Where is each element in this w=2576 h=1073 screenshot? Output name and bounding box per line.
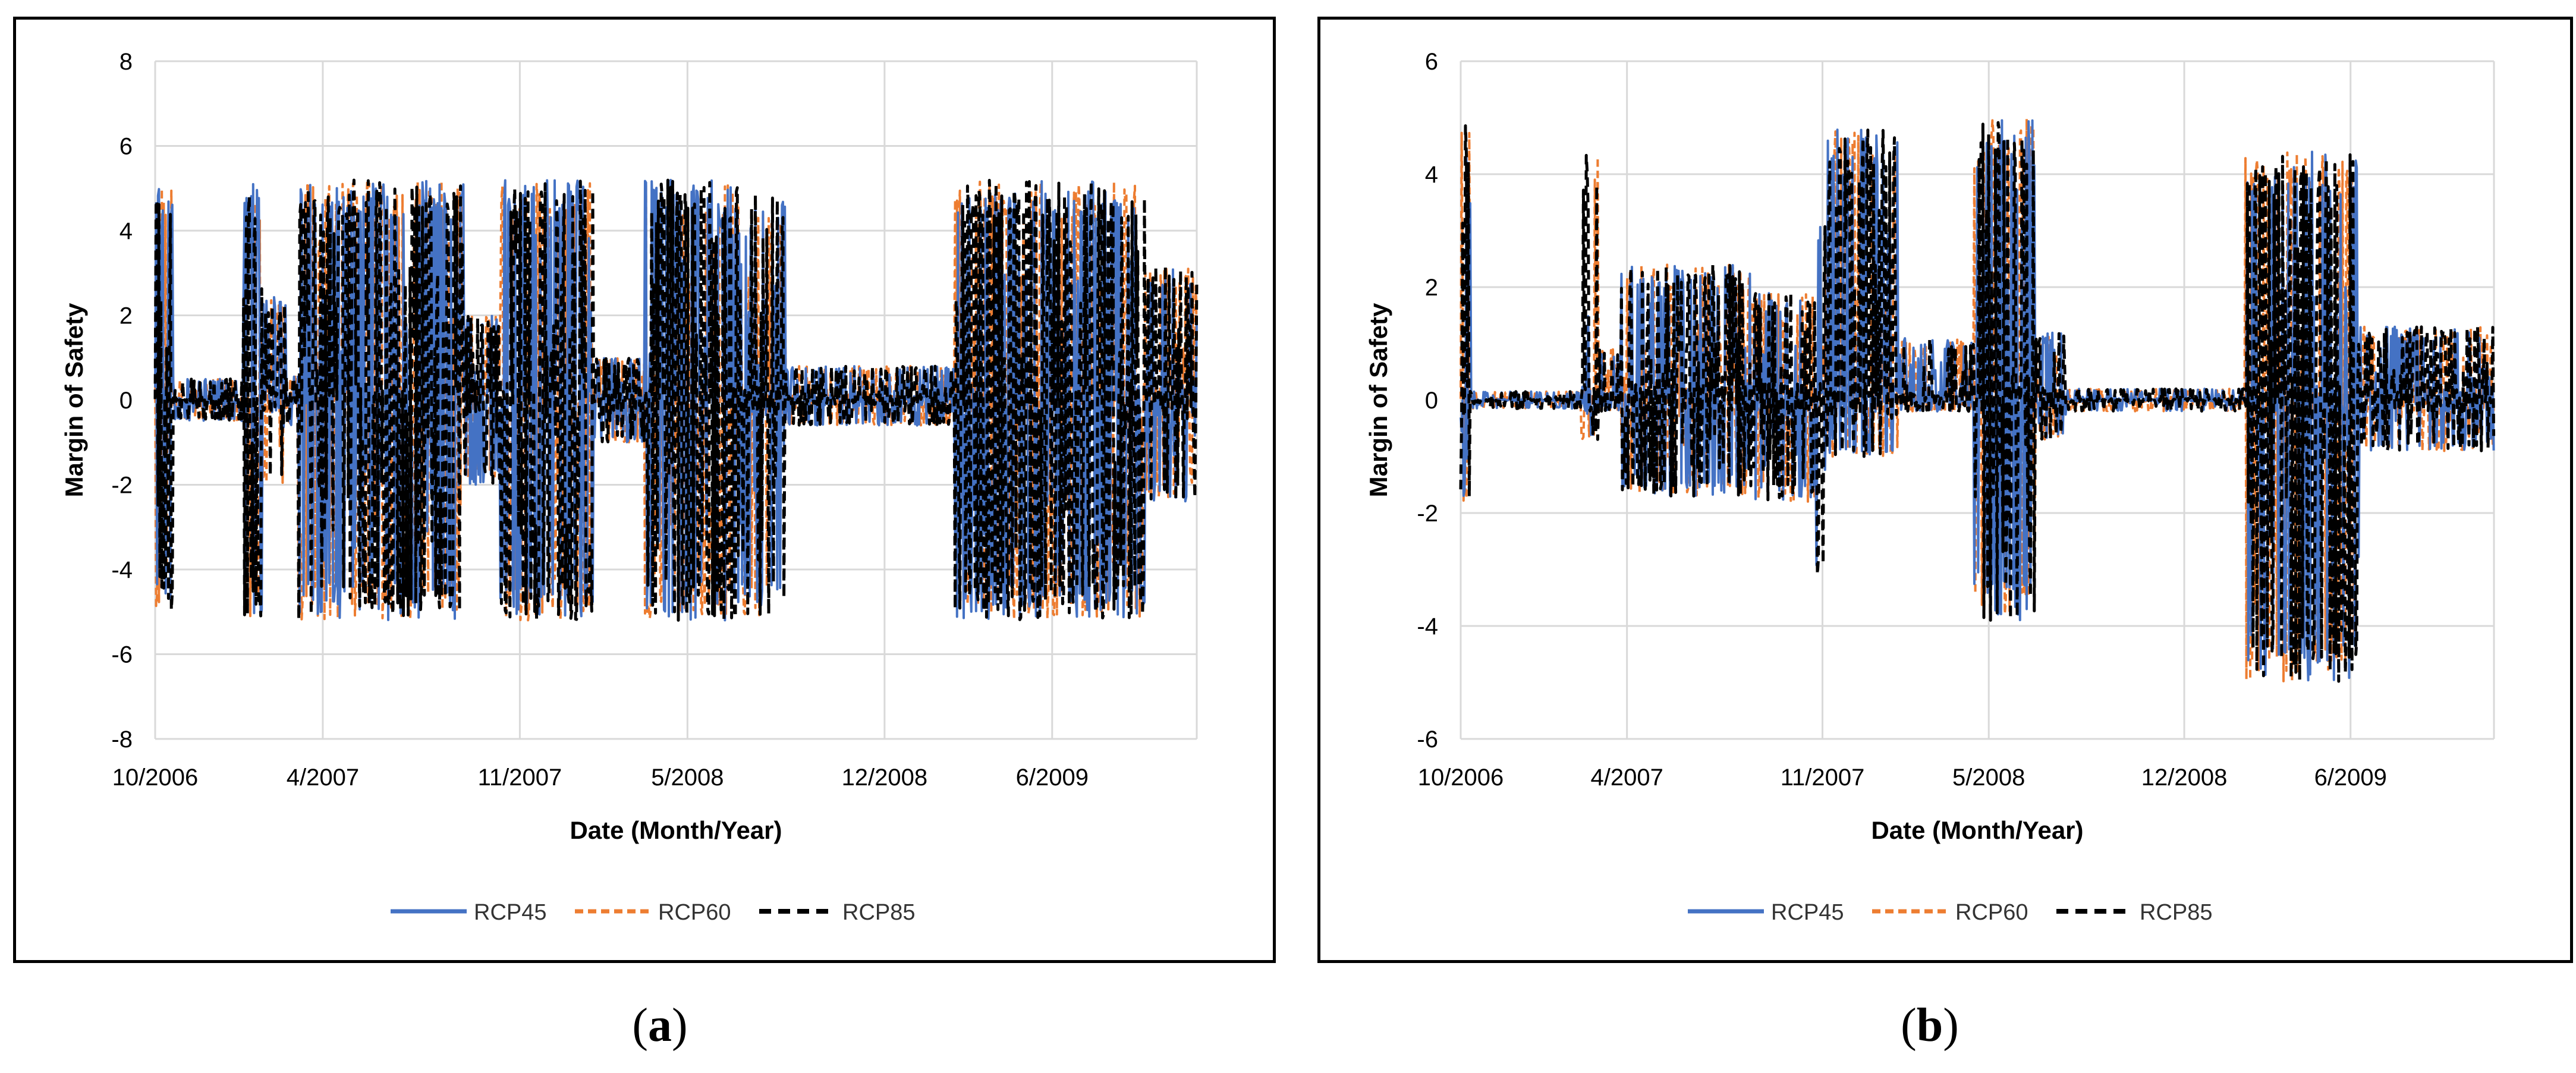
y-tick-label-4: 0 [119,388,133,414]
y-tick-label-0: -8 [111,726,133,753]
series-traces [1459,118,2496,683]
y-tick-label-2: -4 [111,557,133,583]
x-tick-label-4: 12/2008 [2141,764,2228,791]
y-tick-label-5: 4 [1425,162,1438,188]
x-tick-label-3: 5/2008 [651,764,724,791]
y-tick-label-0: -6 [1417,726,1438,753]
legend-label-rcp45: RCP45 [1771,900,1844,925]
legend-label-rcp45: RCP45 [474,900,547,925]
caption-a: (a) [632,999,688,1052]
y-tick-label-3: -2 [111,473,133,499]
caption-b: (b) [1901,999,1959,1052]
y-tick-label-6: 4 [119,218,133,244]
y-tick-label-8: 8 [119,49,133,75]
x-tick-label-3: 5/2008 [1952,764,2025,791]
y-tick-labels: -8 -6 -4 -2 0 2 4 6 8 [111,49,133,753]
legend: RCP45 RCP60 RCP85 [1688,900,2213,925]
legend-label-rcp85: RCP85 [2140,900,2213,925]
x-tick-label-2: 11/2007 [1781,764,1865,791]
series-line-rcp45 [1460,119,2495,682]
y-axis-title: Margin of Safety [1364,303,1392,497]
x-tick-label-5: 6/2009 [1016,764,1089,791]
y-tick-label-1: -6 [111,642,133,668]
y-tick-label-1: -4 [1417,613,1438,640]
y-tick-label-3: 0 [1425,388,1438,414]
y-tick-label-2: -2 [1417,501,1438,527]
x-axis-title: Date (Month/Year) [570,816,782,844]
y-tick-label-4: 2 [1425,275,1438,301]
chart-panel-a: -8 -6 -4 -2 0 2 4 6 8 10/2006 4/2007 11/2007 5/2008 1… [13,17,1276,963]
y-tick-label-6: 6 [1425,49,1438,75]
legend-label-rcp60: RCP60 [658,900,731,925]
legend: RCP45 RCP60 RCP85 [391,900,916,925]
x-tick-label-2: 11/2007 [478,764,562,791]
y-axis-title: Margin of Safety [60,303,88,497]
x-tick-label-0: 10/2006 [1418,764,1504,791]
x-axis-title: Date (Month/Year) [1871,816,2083,844]
x-tick-label-0: 10/2006 [112,764,199,791]
x-tick-labels: 10/2006 4/2007 11/2007 5/2008 12/2008 6/2009 [112,764,1089,791]
series-line-rcp85 [1459,121,2496,683]
series-traces [153,178,1199,622]
y-tick-label-7: 6 [119,134,133,160]
x-tick-label-1: 4/2007 [287,764,359,791]
caption-letter-a: a [648,999,672,1052]
series-line-rcp85 [153,178,1199,622]
legend-label-rcp85: RCP85 [842,900,916,925]
y-tick-labels: -6 -4 -2 0 2 4 6 [1417,49,1438,753]
y-tick-label-5: 2 [119,303,133,329]
chart-b: -6 -4 -2 0 2 4 6 10/2006 4/2007 11/2007 5/2008 12/2… [1364,49,2496,925]
caption-letter-b: b [1916,999,1943,1052]
chart-panel-b: -6 -4 -2 0 2 4 6 10/2006 4/2007 11/2007 5/2008 12/2… [1317,17,2573,963]
legend-label-rcp60: RCP60 [1955,900,2028,925]
x-tick-label-1: 4/2007 [1591,764,1663,791]
x-tick-labels: 10/2006 4/2007 11/2007 5/2008 12/2008 6/2009 [1418,764,2387,791]
x-tick-label-5: 6/2009 [2314,764,2387,791]
x-tick-label-4: 12/2008 [842,764,928,791]
